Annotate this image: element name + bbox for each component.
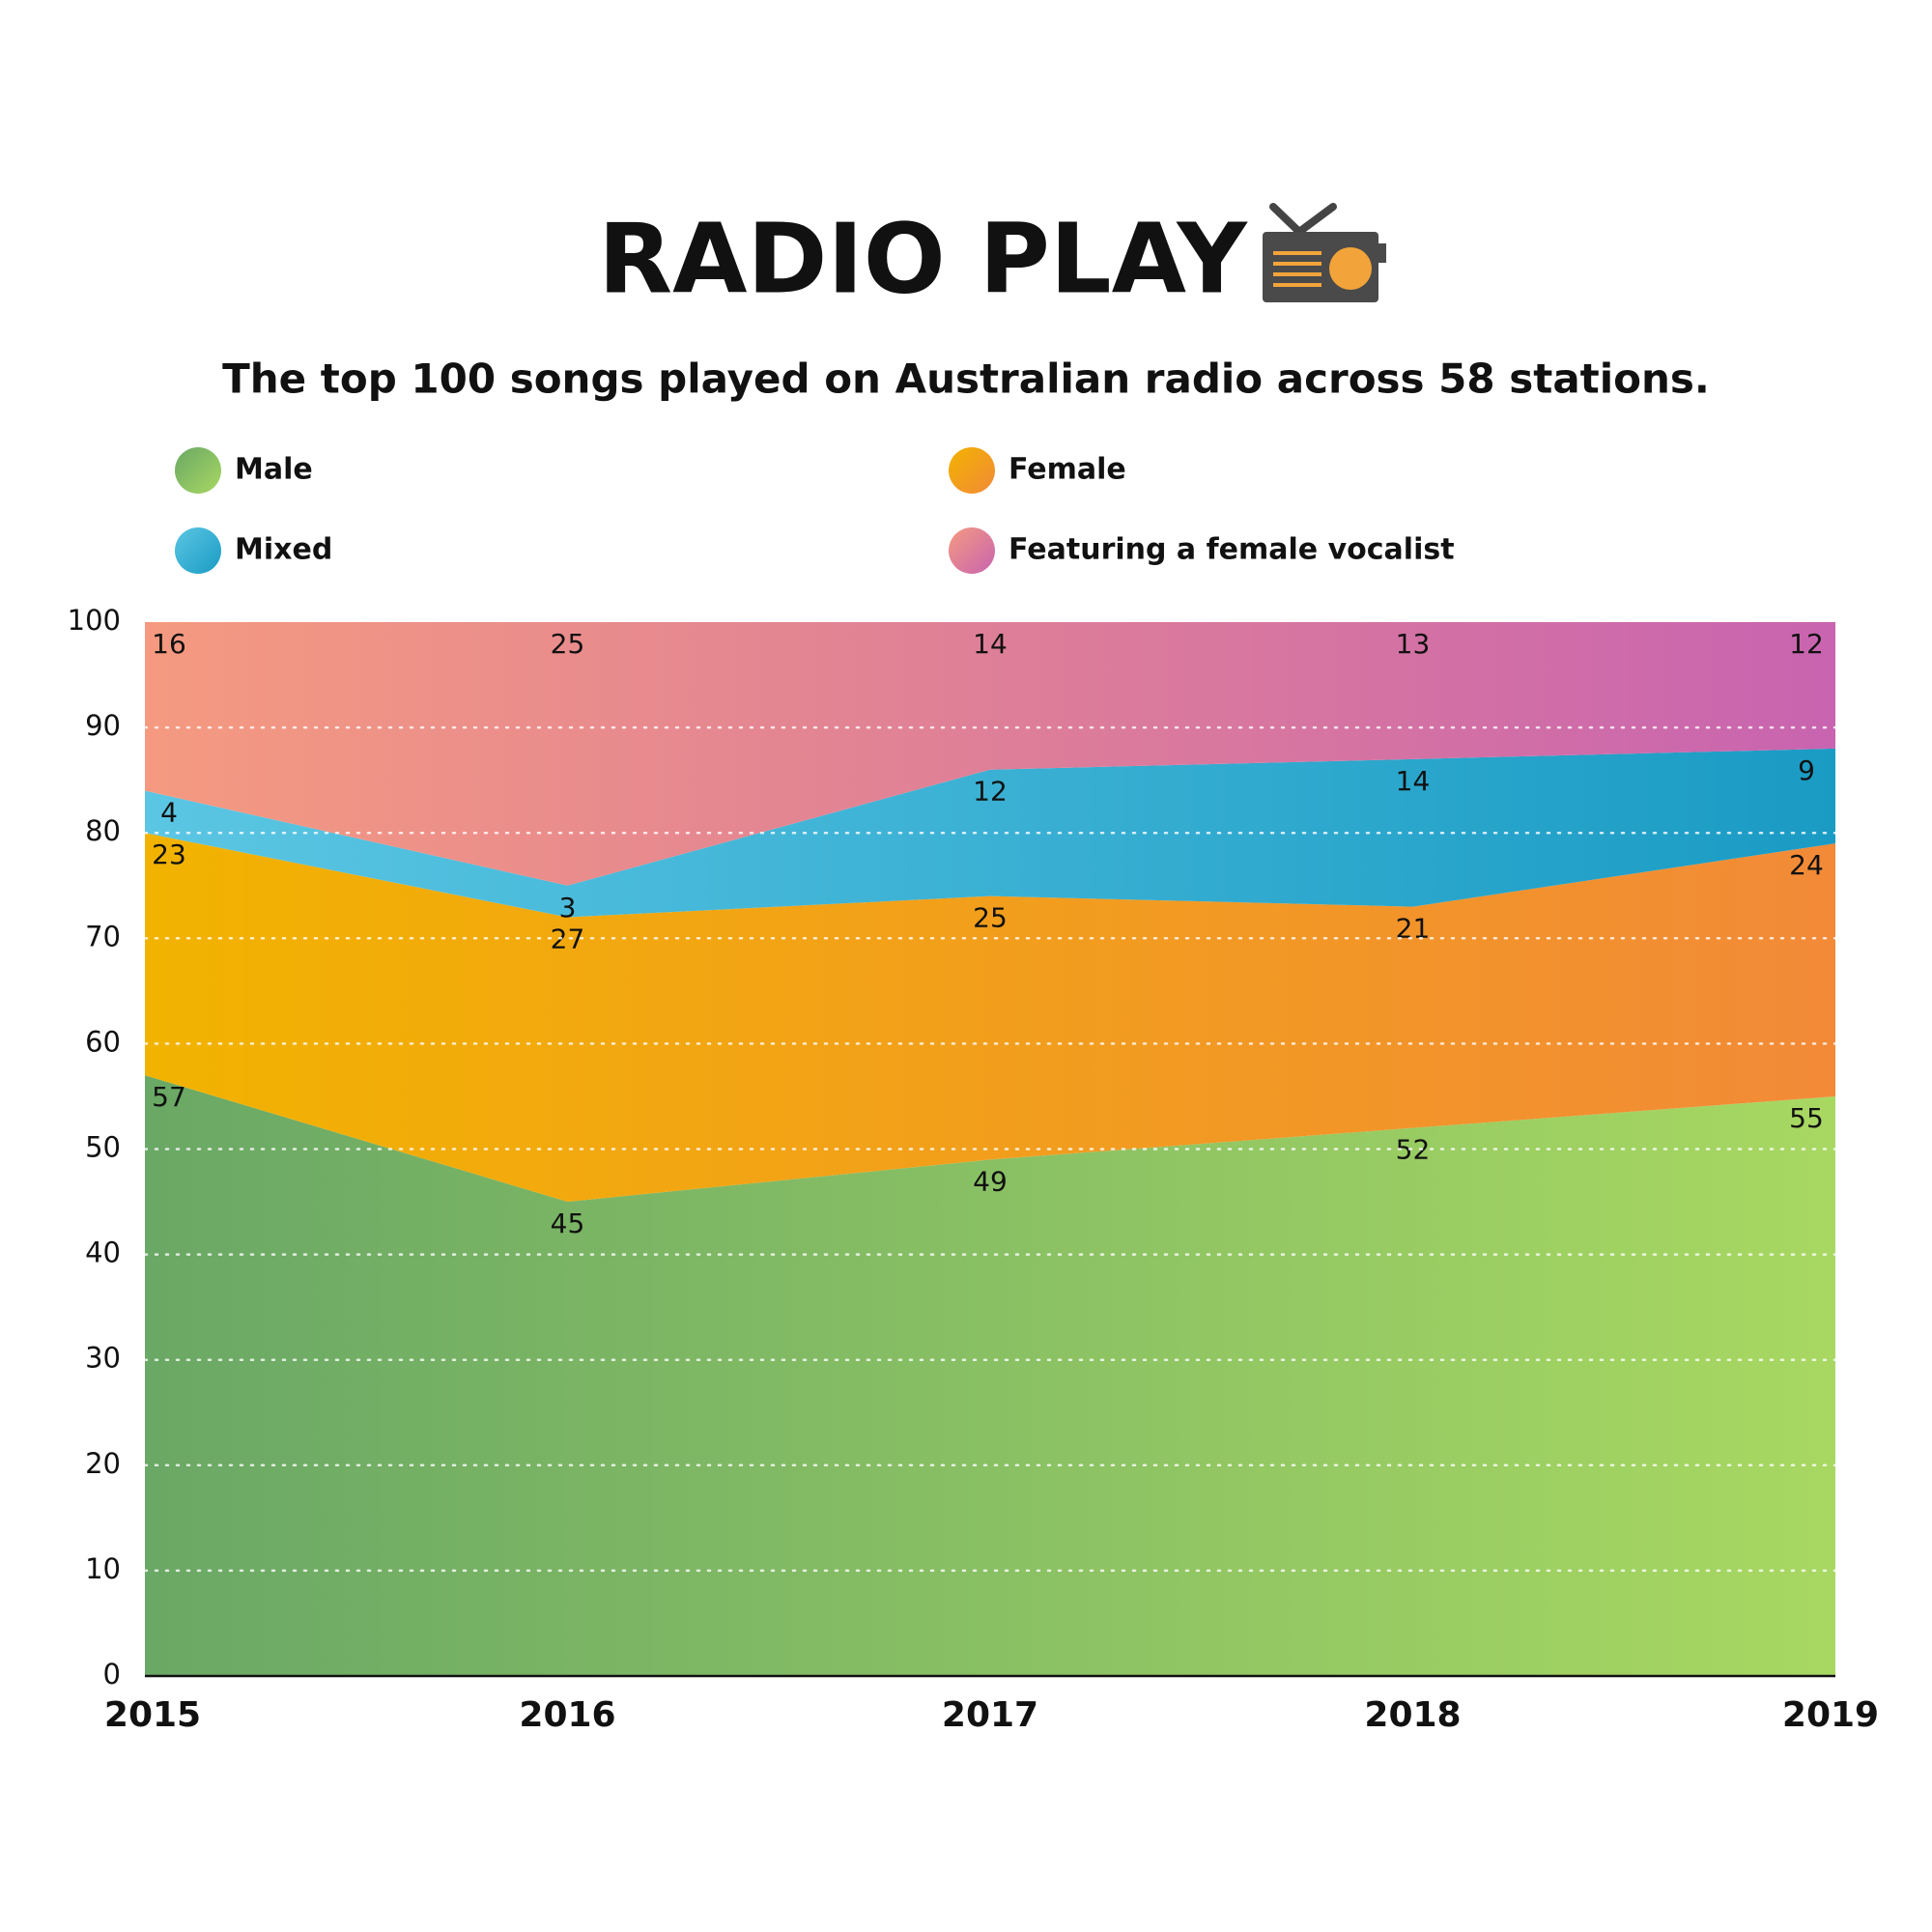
data-label: 12	[973, 776, 1008, 808]
legend-label: Female	[1009, 453, 1126, 487]
x-tick-label: 2015	[104, 1695, 201, 1735]
legend-swatch	[175, 527, 221, 574]
y-tick-label: 100	[68, 604, 121, 637]
y-tick-label: 20	[85, 1447, 121, 1480]
data-label: 55	[1789, 1102, 1824, 1134]
data-label: 3	[559, 892, 577, 923]
data-label: 21	[1396, 913, 1431, 945]
y-tick-label: 60	[85, 1025, 121, 1058]
legend-label: Featuring a female vocalist	[1009, 533, 1455, 567]
data-label: 4	[160, 797, 178, 829]
data-label: 9	[1798, 754, 1815, 786]
data-label: 27	[551, 923, 585, 954]
y-tick-label: 40	[85, 1236, 121, 1269]
area	[145, 748, 1835, 918]
legend-swatch	[949, 447, 995, 494]
area	[145, 622, 1835, 886]
chart-subtitle: The top 100 songs played on Australian r…	[222, 355, 1710, 403]
y-tick-label: 50	[85, 1131, 121, 1164]
data-label: 45	[551, 1208, 585, 1239]
chart-title: RADIO PLAY	[598, 202, 1248, 315]
data-label: 25	[973, 902, 1008, 934]
legend-swatch	[949, 527, 995, 574]
y-tick-label: 30	[85, 1342, 121, 1375]
x-tick-label: 2018	[1364, 1695, 1461, 1735]
radio-icon	[1263, 203, 1386, 302]
x-tick-label: 2016	[519, 1695, 615, 1735]
y-tick-label: 70	[85, 920, 121, 952]
data-label: 25	[551, 628, 585, 660]
data-label: 13	[1396, 628, 1431, 660]
area	[145, 833, 1835, 1203]
data-label: 49	[973, 1165, 1008, 1197]
y-tick-label: 10	[85, 1552, 121, 1585]
x-tick-label: 2017	[942, 1695, 1038, 1735]
data-label: 57	[152, 1081, 186, 1113]
legend-swatch	[175, 447, 221, 494]
data-label: 16	[152, 628, 186, 660]
data-label: 14	[973, 628, 1008, 660]
x-tick-label: 2019	[1782, 1695, 1879, 1735]
data-label: 14	[1396, 765, 1431, 797]
data-label: 23	[152, 838, 186, 870]
area	[145, 1075, 1835, 1676]
y-tick-label: 0	[103, 1658, 121, 1690]
data-label: 24	[1789, 849, 1824, 881]
legend-label: Male	[235, 453, 313, 487]
legend-label: Mixed	[235, 533, 332, 567]
y-tick-label: 90	[85, 709, 121, 742]
data-label: 12	[1789, 628, 1824, 660]
y-tick-label: 80	[85, 814, 121, 847]
